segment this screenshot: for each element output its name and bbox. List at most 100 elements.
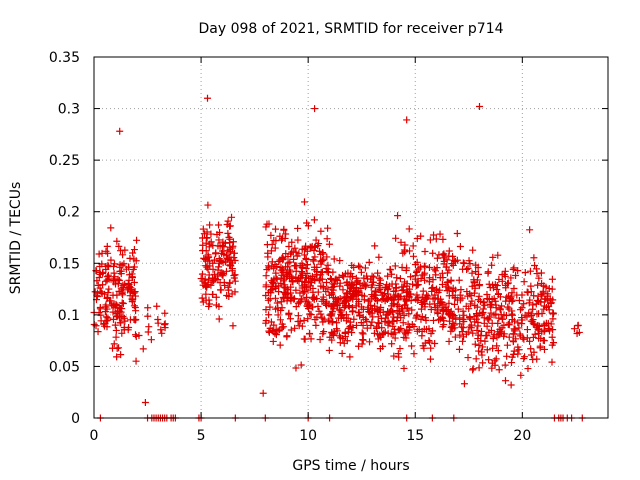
data-point	[304, 286, 312, 294]
data-point	[383, 286, 391, 294]
data-point	[199, 281, 207, 289]
data-point	[469, 246, 477, 254]
data-point	[494, 251, 502, 259]
data-point	[436, 230, 444, 238]
data-point	[479, 343, 487, 351]
data-point	[346, 318, 354, 326]
data-point	[284, 286, 292, 294]
data-point	[358, 329, 366, 337]
data-point	[317, 227, 325, 235]
data-point	[460, 311, 468, 319]
data-point	[310, 216, 318, 224]
data-point	[329, 318, 337, 326]
data-point	[471, 340, 479, 348]
data-point	[480, 314, 488, 322]
data-point	[320, 328, 328, 336]
data-point	[113, 237, 121, 245]
data-point	[483, 291, 491, 299]
data-point	[111, 273, 119, 281]
data-point	[267, 277, 275, 285]
data-point	[303, 261, 311, 269]
data-point	[346, 353, 354, 361]
data-point	[271, 284, 279, 292]
data-point	[376, 286, 384, 294]
data-point	[118, 329, 126, 337]
data-point	[130, 255, 138, 263]
data-point	[450, 312, 458, 320]
data-point	[389, 308, 397, 316]
data-point	[109, 344, 117, 352]
data-point	[294, 299, 302, 307]
data-point	[286, 258, 294, 266]
data-point	[546, 327, 554, 335]
data-point	[426, 338, 434, 346]
data-point	[527, 288, 535, 296]
y-tick-label: 0.05	[49, 359, 80, 375]
data-point	[130, 263, 138, 271]
data-point	[503, 293, 511, 301]
data-point	[300, 198, 308, 206]
data-point	[115, 242, 123, 250]
data-point	[345, 325, 353, 333]
data-point	[470, 289, 478, 297]
data-point	[464, 328, 472, 336]
data-point	[113, 313, 121, 321]
data-point	[344, 289, 352, 297]
data-point	[531, 330, 539, 338]
data-point	[371, 306, 379, 314]
data-point	[450, 321, 458, 329]
data-point	[267, 289, 275, 297]
data-point	[205, 271, 213, 279]
data-point	[290, 255, 298, 263]
data-point	[394, 326, 402, 334]
data-point	[356, 263, 364, 271]
data-point	[526, 296, 534, 304]
data-point	[388, 340, 396, 348]
data-point	[549, 296, 557, 304]
data-point	[283, 333, 291, 341]
data-point	[485, 316, 493, 324]
data-point	[527, 351, 535, 359]
data-point	[540, 345, 548, 353]
data-point	[419, 287, 427, 295]
data-point	[287, 326, 295, 334]
data-point	[400, 311, 408, 319]
data-point	[500, 321, 508, 329]
data-point	[352, 302, 360, 310]
data-point	[517, 306, 525, 314]
data-point	[119, 299, 127, 307]
data-point	[549, 310, 557, 318]
data-point	[534, 281, 542, 289]
data-point	[323, 253, 331, 261]
data-point	[300, 316, 308, 324]
data-point	[264, 262, 272, 270]
data-point	[436, 315, 444, 323]
data-point	[104, 271, 112, 279]
data-point	[433, 308, 441, 316]
data-point	[273, 299, 281, 307]
data-point	[510, 350, 518, 358]
data-point	[215, 315, 223, 323]
data-point	[502, 312, 510, 320]
data-point	[308, 272, 316, 280]
data-point	[226, 222, 234, 230]
data-point	[211, 270, 219, 278]
data-point	[517, 371, 525, 379]
data-point	[390, 300, 398, 308]
data-point	[344, 302, 352, 310]
data-point	[459, 337, 467, 345]
data-point	[302, 256, 310, 264]
data-point	[436, 274, 444, 282]
data-point	[535, 322, 543, 330]
data-point	[395, 310, 403, 318]
data-point	[399, 249, 407, 257]
data-point	[407, 273, 415, 281]
data-point	[299, 271, 307, 279]
data-point	[124, 280, 132, 288]
data-point	[537, 335, 545, 343]
data-point	[488, 364, 496, 372]
data-point	[504, 320, 512, 328]
data-point	[316, 275, 324, 283]
data-point	[128, 273, 136, 281]
data-point	[355, 342, 363, 350]
